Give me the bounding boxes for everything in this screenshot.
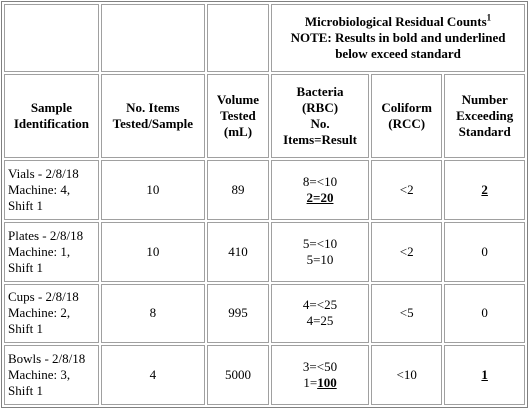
items-cell: 4 bbox=[100, 345, 205, 405]
header-line: Volume bbox=[216, 92, 260, 108]
volume-cell: 410 bbox=[206, 221, 270, 282]
text: 3=<50 bbox=[302, 359, 338, 375]
text: 4=<25 bbox=[302, 297, 338, 313]
bacteria-cell: 3=<50 1=100 bbox=[271, 345, 369, 405]
header-line: Exceeding bbox=[456, 108, 514, 124]
sample-line: Machine: 2, bbox=[8, 305, 71, 321]
sample-cell: Bowls - 2/8/18 Machine: 3, Shift 1 bbox=[4, 345, 99, 405]
text: 5=<10 bbox=[302, 235, 338, 251]
title-cell: Microbiological Residual Counts1 NOTE: R… bbox=[271, 4, 525, 72]
exceeding-value: 2 bbox=[481, 182, 488, 198]
data-row: Cups - 2/8/18 Machine: 2, Shift 1 8 995 4=<25… bbox=[4, 283, 525, 344]
bacteria-line: 5=<10 bbox=[275, 236, 365, 252]
column-header: Bacteria (RBC) No. Items=Result bbox=[271, 73, 369, 159]
bacteria-line: 8=<10 bbox=[275, 174, 365, 190]
bacteria-line: 1=100 bbox=[275, 375, 365, 391]
volume-cell: 89 bbox=[206, 160, 270, 220]
exceeding-cell: 0 bbox=[444, 221, 525, 282]
header-line: (mL) bbox=[223, 124, 253, 140]
column-header: Coliform (RCC) bbox=[370, 73, 443, 159]
items-cell: 10 bbox=[100, 221, 205, 282]
header-line: Tested/Sample bbox=[112, 116, 194, 132]
value: 0 bbox=[481, 305, 488, 321]
bacteria-cell: 4=<25 4=25 bbox=[271, 283, 369, 344]
exceeding-value: 100 bbox=[317, 375, 337, 391]
note: below exceed standard bbox=[335, 45, 461, 61]
column-header: No. Items Tested/Sample bbox=[100, 73, 205, 159]
items-cell: 8 bbox=[100, 283, 205, 344]
column-header: Sample Identification bbox=[4, 73, 99, 159]
items-cell: 10 bbox=[100, 160, 205, 220]
exceeding-cell: 1 bbox=[444, 345, 525, 405]
header-line: Identification bbox=[13, 116, 89, 132]
sample-line: Shift 1 bbox=[8, 259, 44, 275]
title: Microbiological Residual Counts bbox=[304, 13, 487, 29]
data-row: Vials - 2/8/18 Machine: 4, Shift 1 10 89 8=<1… bbox=[4, 160, 525, 220]
column-header: Number Exceeding Standard bbox=[444, 73, 525, 159]
header-line: Bacteria bbox=[296, 84, 344, 100]
empty-cell bbox=[206, 4, 270, 72]
header-line: Number bbox=[461, 92, 508, 108]
text: 4=25 bbox=[306, 313, 334, 329]
exceeding-value: 1 bbox=[481, 367, 488, 383]
header-line: (RCC) bbox=[388, 116, 426, 132]
sample-line: Bowls - 2/8/18 bbox=[8, 351, 86, 367]
header-line: Coliform bbox=[381, 100, 432, 116]
empty-cell bbox=[100, 4, 205, 72]
bacteria-line: 2=20 bbox=[275, 190, 365, 206]
sample-line: Shift 1 bbox=[8, 321, 44, 337]
exceeding-cell: 2 bbox=[444, 160, 525, 220]
sample-line: Machine: 4, bbox=[8, 182, 71, 198]
footnote: 1 bbox=[486, 12, 492, 23]
coliform-cell: <10 bbox=[370, 345, 443, 405]
text: 5=10 bbox=[306, 251, 334, 267]
bacteria-line: 5=10 bbox=[275, 252, 365, 268]
sample-cell: Vials - 2/8/18 Machine: 4, Shift 1 bbox=[4, 160, 99, 220]
text: 8=<10 bbox=[302, 174, 338, 190]
text: 1= bbox=[303, 375, 318, 391]
column-header-row: Sample Identification No. Items Tested/Samp… bbox=[4, 73, 525, 159]
coliform-cell: <2 bbox=[370, 221, 443, 282]
header-line: No. Items bbox=[126, 100, 180, 116]
header-line: No. bbox=[310, 116, 330, 132]
sample-line: Vials - 2/8/18 bbox=[8, 166, 79, 182]
sample-line: Machine: 3, bbox=[8, 367, 71, 383]
header-line: Sample bbox=[30, 100, 72, 116]
sample-line: Plates - 2/8/18 bbox=[8, 227, 84, 243]
header-line: Items=Result bbox=[283, 132, 357, 148]
exceeding-cell: 0 bbox=[444, 283, 525, 344]
data-row: Bowls - 2/8/18 Machine: 3, Shift 1 4 5000 3=<… bbox=[4, 345, 525, 405]
column-header: Volume Tested (mL) bbox=[206, 73, 270, 159]
exceeding-value: 2=20 bbox=[306, 190, 334, 206]
bacteria-cell: 8=<10 2=20 bbox=[271, 160, 369, 220]
sample-cell: Plates - 2/8/18 Machine: 1, Shift 1 bbox=[4, 221, 99, 282]
title-line: Microbiological Residual Counts1 bbox=[275, 12, 521, 30]
sample-line: Machine: 1, bbox=[8, 243, 71, 259]
bacteria-line: 4=25 bbox=[275, 313, 365, 329]
header-line: Standard bbox=[458, 124, 511, 140]
volume-cell: 995 bbox=[206, 283, 270, 344]
sample-cell: Cups - 2/8/18 Machine: 2, Shift 1 bbox=[4, 283, 99, 344]
bacteria-line: 4=<25 bbox=[275, 297, 365, 313]
header-line: (RBC) bbox=[301, 100, 339, 116]
sample-line: Shift 1 bbox=[8, 198, 44, 214]
bacteria-cell: 5=<10 5=10 bbox=[271, 221, 369, 282]
value: 0 bbox=[481, 243, 488, 259]
header-line: Tested bbox=[220, 108, 256, 124]
coliform-cell: <2 bbox=[370, 160, 443, 220]
coliform-cell: <5 bbox=[370, 283, 443, 344]
empty-cell bbox=[4, 4, 99, 72]
note: NOTE: Results in bold and underlined bbox=[290, 29, 506, 45]
bacteria-line: 3=<50 bbox=[275, 359, 365, 375]
volume-cell: 5000 bbox=[206, 345, 270, 405]
sample-line: Shift 1 bbox=[8, 383, 44, 399]
data-row: Plates - 2/8/18 Machine: 1, Shift 1 10 410 5=… bbox=[4, 221, 525, 282]
header-row: Microbiological Residual Counts1 NOTE: R… bbox=[4, 4, 525, 72]
sample-line: Cups - 2/8/18 bbox=[8, 289, 79, 305]
